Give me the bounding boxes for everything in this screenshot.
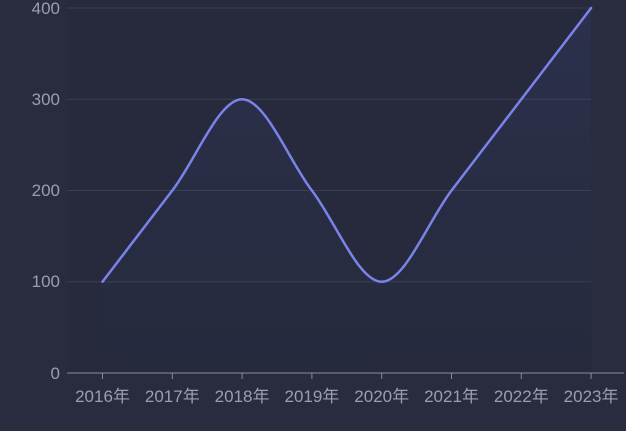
svg-text:2017年: 2017年 — [145, 387, 200, 406]
svg-text:0: 0 — [51, 364, 60, 383]
svg-text:200: 200 — [32, 181, 60, 200]
svg-text:300: 300 — [32, 90, 60, 109]
svg-text:400: 400 — [32, 0, 60, 18]
svg-text:100: 100 — [32, 272, 60, 291]
svg-text:2016年: 2016年 — [75, 387, 130, 406]
svg-text:2022年: 2022年 — [494, 387, 549, 406]
svg-text:2018年: 2018年 — [215, 387, 270, 406]
svg-text:2021年: 2021年 — [424, 387, 479, 406]
svg-text:2019年: 2019年 — [284, 387, 339, 406]
svg-text:2023年: 2023年 — [564, 387, 619, 406]
svg-text:2020年: 2020年 — [354, 387, 409, 406]
